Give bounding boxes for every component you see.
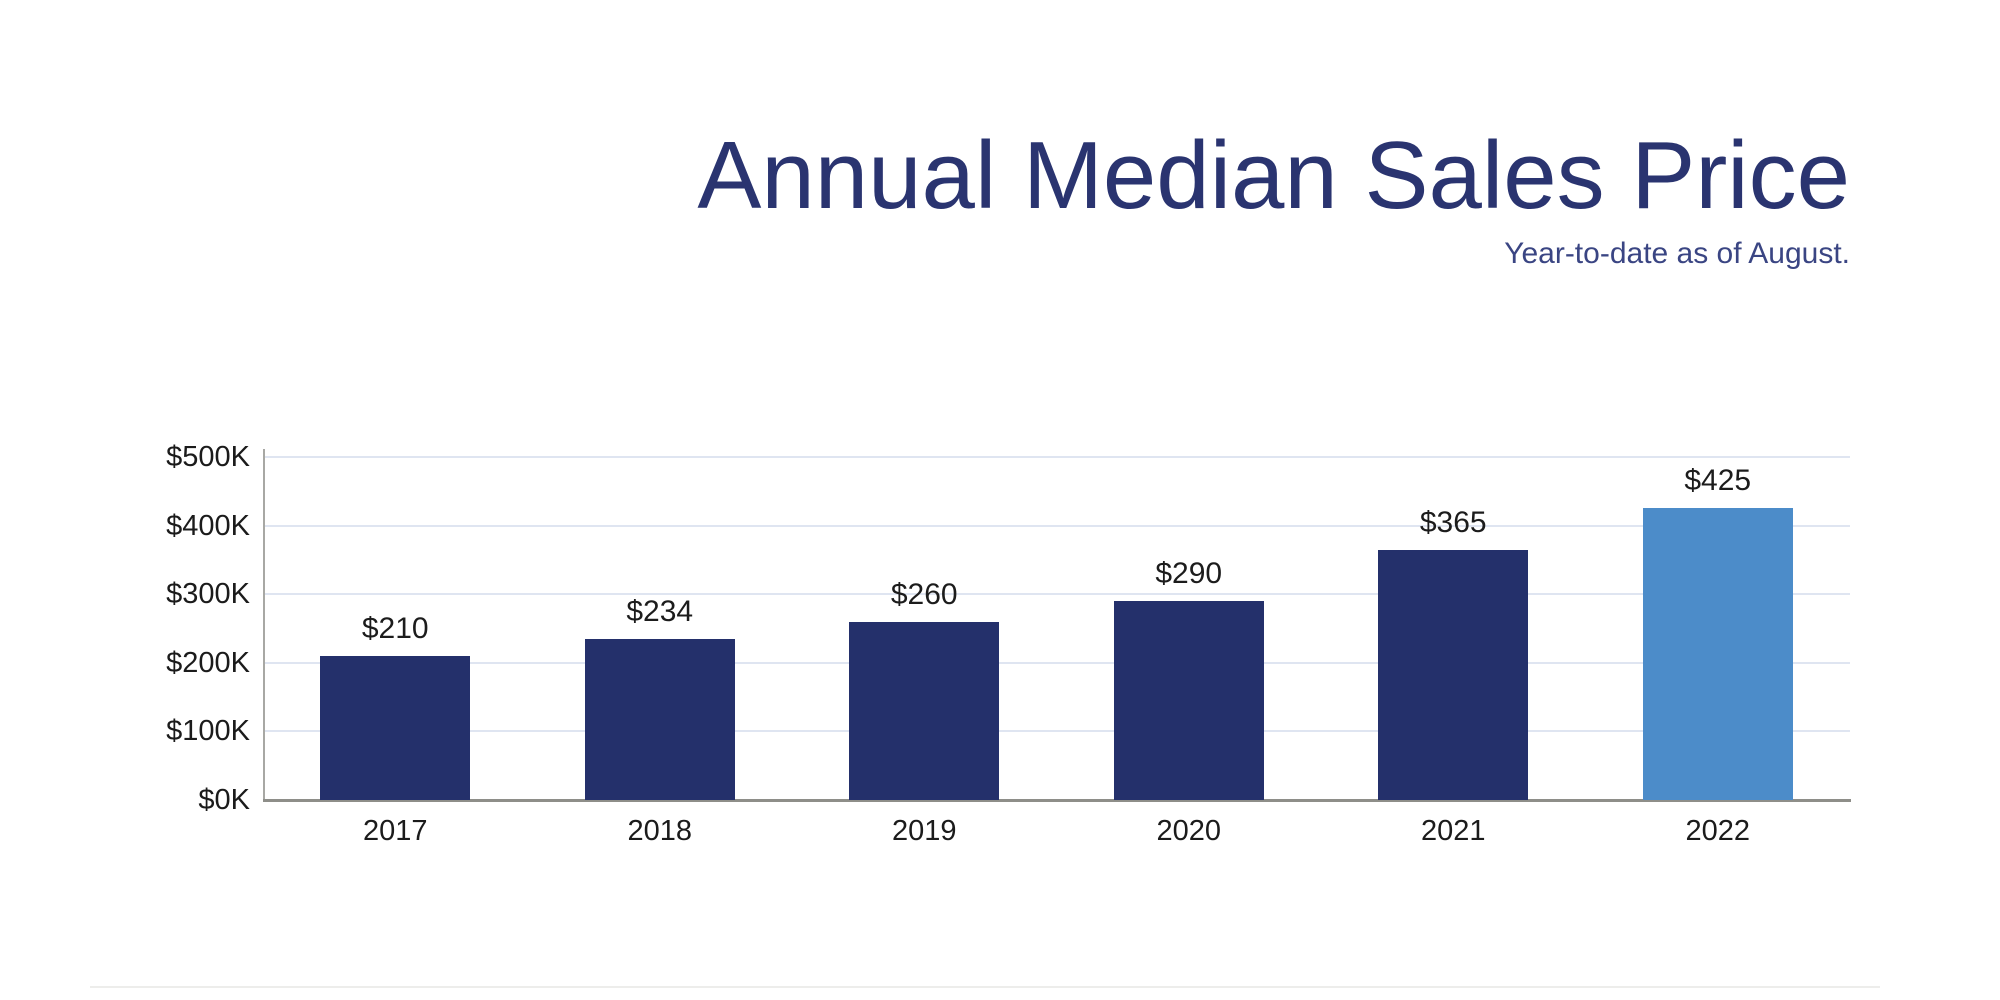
gridline (263, 730, 1850, 733)
x-axis-line (263, 799, 1851, 802)
x-category-label: 2022 (1685, 815, 1750, 847)
x-category-label: 2020 (1156, 815, 1221, 847)
x-category-label: 2021 (1420, 815, 1486, 847)
bar-2019[interactable] (849, 621, 1000, 800)
chart-title: Annual Median Sales Price (697, 122, 1850, 229)
y-tick-label: $0K (198, 784, 250, 816)
gridline (263, 456, 1850, 458)
x-category-label: 2019 (891, 815, 957, 847)
bar-value-label: $365 (1419, 505, 1487, 539)
bar-value-label: $210 (361, 611, 429, 645)
gridline (263, 593, 1850, 596)
y-tick-label: $300K (166, 578, 250, 611)
y-tick-label: $400K (166, 509, 250, 542)
y-tick-label: $100K (166, 715, 250, 748)
chart-subtitle: Year-to-date as of August. (1504, 237, 1850, 270)
bar-2017[interactable] (320, 655, 471, 800)
bar-2022[interactable] (1642, 508, 1793, 800)
gridline (263, 524, 1850, 527)
y-tick-label: $500K (166, 441, 250, 473)
bar-2018[interactable] (584, 639, 735, 800)
bar-value-label: $234 (626, 595, 694, 629)
x-category-label: 2017 (362, 815, 428, 847)
bar-2020[interactable] (1113, 601, 1264, 800)
bar-value-label: $260 (890, 577, 958, 611)
bar-2021[interactable] (1378, 549, 1529, 800)
y-tick-label: $200K (166, 646, 250, 679)
x-category-label: 2018 (627, 815, 692, 847)
bottom-divider (90, 986, 1880, 988)
y-axis-line (263, 449, 265, 802)
bar-value-label: $425 (1684, 464, 1752, 498)
bar-value-label: $290 (1155, 557, 1223, 591)
gridline (263, 661, 1850, 664)
